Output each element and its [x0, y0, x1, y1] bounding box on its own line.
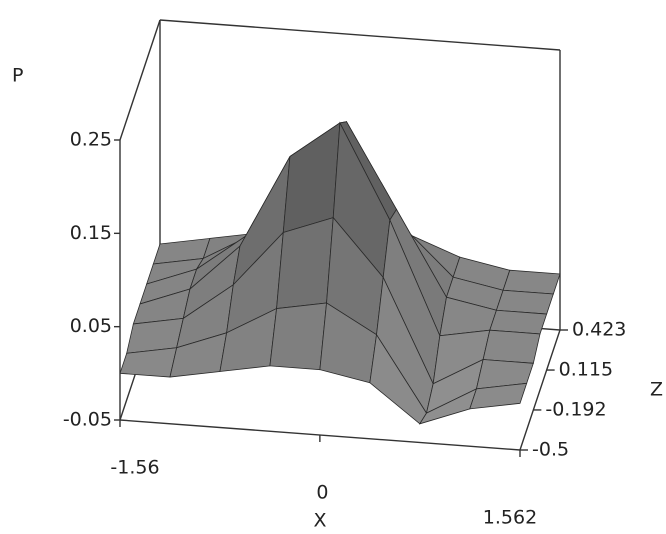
z-axis-label: Z: [650, 379, 663, 401]
x-tick-label: -1.56: [110, 457, 159, 479]
z-tick-label: -0.5: [532, 439, 569, 461]
y-tick-label: -0.05: [63, 409, 112, 431]
surface-patch: [495, 289, 554, 315]
surface-patch: [469, 382, 528, 410]
surface-patch: [269, 302, 327, 371]
x-tick-label: 1.562: [483, 507, 537, 529]
y-tick-label: 0.15: [70, 222, 112, 244]
surface-patch: [282, 122, 341, 234]
z-tick-label: 0.115: [559, 359, 613, 381]
box-edge: [159, 19, 561, 51]
z-tick-label: 0.423: [572, 319, 626, 341]
z-axis-line: [519, 329, 561, 451]
y-axis-label: P: [12, 65, 23, 87]
surface-patch: [489, 309, 548, 335]
surface-patch: [482, 329, 541, 364]
box-edge: [119, 19, 161, 141]
z-tick-label: -0.192: [545, 398, 606, 420]
x-axis-label: X: [313, 510, 326, 532]
y-tick-label: 0.25: [70, 129, 112, 151]
y-tick-label: 0.05: [70, 315, 112, 337]
x-tick-label: 0: [316, 481, 328, 503]
surface-patch: [502, 269, 561, 295]
